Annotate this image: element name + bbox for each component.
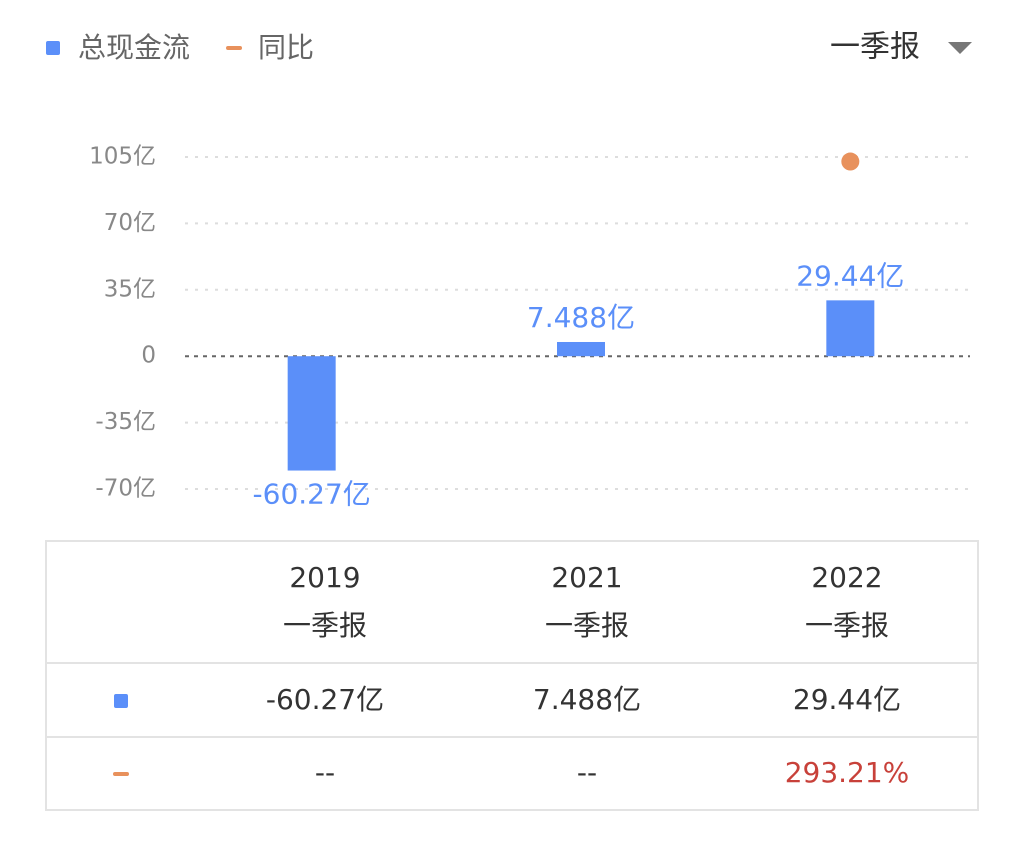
legend-swatch xyxy=(46,41,60,55)
table-cell: -- xyxy=(577,756,597,789)
table-cell: 7.488亿 xyxy=(533,683,641,716)
legend-swatch xyxy=(226,46,243,50)
y-tick-label: 0 xyxy=(141,343,156,369)
period-selector[interactable]: 一季报 xyxy=(830,30,920,65)
table-header-period: 一季报 xyxy=(283,609,367,642)
table-header-period: 一季报 xyxy=(545,609,629,642)
y-tick-label: -70亿 xyxy=(95,476,156,502)
table-header-year: 2019 xyxy=(289,561,360,594)
data-label: 29.44亿 xyxy=(796,259,904,292)
bar xyxy=(557,341,605,357)
point xyxy=(841,152,860,171)
data-label: -60.27亿 xyxy=(253,478,371,511)
data-label: 7.488亿 xyxy=(527,301,635,334)
table-header-period: 一季报 xyxy=(805,609,889,642)
table-cell: 293.21% xyxy=(785,756,910,789)
bar xyxy=(287,356,336,471)
y-tick-label: 70亿 xyxy=(104,210,156,236)
table-header-year: 2022 xyxy=(811,561,882,594)
dropdown-arrow[interactable] xyxy=(948,42,972,54)
legend-label: 总现金流 xyxy=(78,31,190,64)
legend-label: 同比 xyxy=(258,31,314,64)
table-cell: -60.27亿 xyxy=(266,683,384,716)
y-tick-label: -35亿 xyxy=(95,409,156,435)
table-border xyxy=(45,540,979,811)
table-header-year: 2021 xyxy=(551,561,622,594)
row-icon xyxy=(114,694,128,708)
y-tick-label: 35亿 xyxy=(104,276,156,302)
row-icon xyxy=(113,772,129,776)
y-tick-label: 105亿 xyxy=(89,144,156,170)
table-cell: -- xyxy=(315,756,335,789)
bar xyxy=(826,300,875,357)
table-cell: 29.44亿 xyxy=(793,683,901,716)
